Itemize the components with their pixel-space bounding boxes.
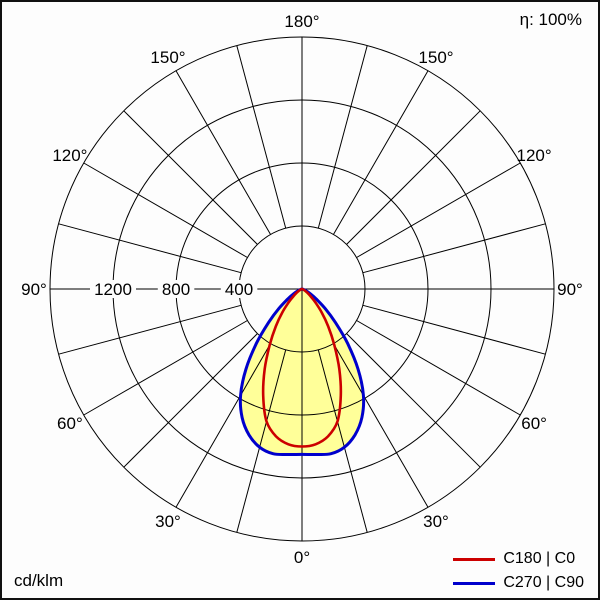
- legend-item-c0: C180 | C0: [453, 551, 575, 567]
- svg-text:90°: 90°: [557, 280, 583, 299]
- svg-text:60°: 60°: [57, 414, 83, 433]
- svg-text:30°: 30°: [155, 512, 181, 531]
- efficiency-label: η: 100%: [519, 10, 582, 29]
- svg-text:180°: 180°: [284, 12, 319, 31]
- legend-line-c0-icon: [453, 557, 496, 561]
- legend-line-c90-icon: [453, 581, 496, 585]
- svg-text:150°: 150°: [418, 48, 453, 67]
- svg-text:30°: 30°: [423, 512, 449, 531]
- legend-label-c0: C180 | C0: [503, 550, 576, 567]
- legend: C180 | C0 C270 | C90: [453, 551, 584, 591]
- svg-text:0°: 0°: [294, 548, 310, 567]
- svg-text:90°: 90°: [21, 280, 47, 299]
- unit-label: cd/klm: [14, 571, 64, 590]
- svg-text:400: 400: [225, 280, 253, 299]
- svg-text:60°: 60°: [521, 414, 547, 433]
- svg-text:120°: 120°: [517, 146, 552, 165]
- legend-label-c90: C270 | C90: [503, 574, 584, 591]
- svg-text:1200: 1200: [94, 280, 132, 299]
- legend-item-c90: C270 | C90: [453, 575, 584, 591]
- svg-text:150°: 150°: [150, 48, 185, 67]
- svg-text:800: 800: [162, 280, 190, 299]
- svg-text:120°: 120°: [52, 146, 87, 165]
